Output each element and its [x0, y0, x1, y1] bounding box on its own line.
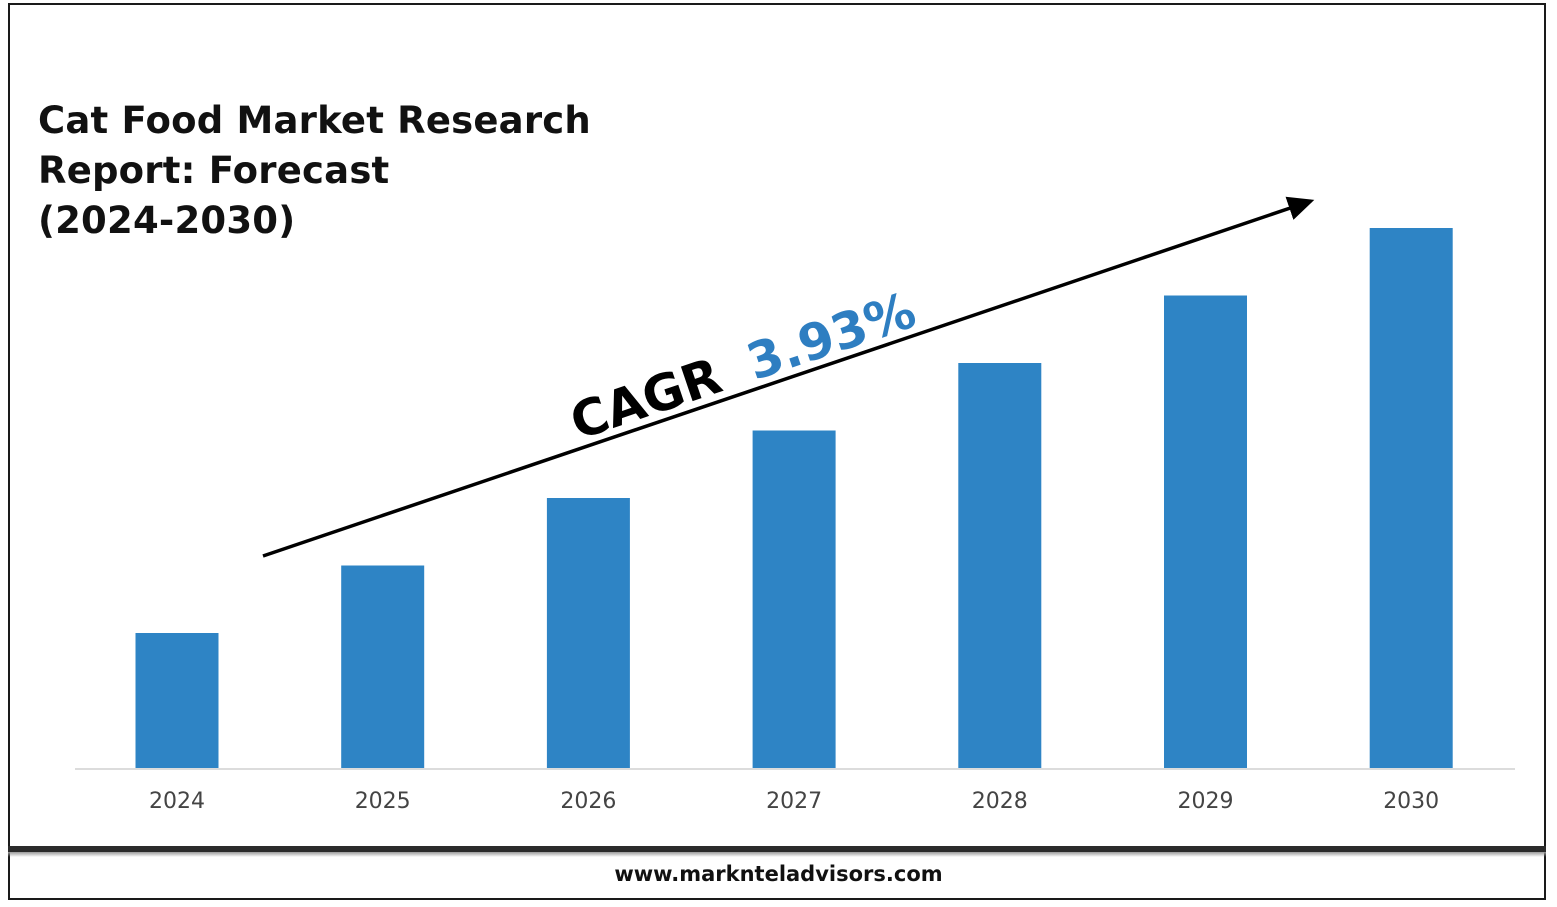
- footer-divider: [8, 846, 1546, 852]
- bar-2029: [1164, 295, 1247, 768]
- bar-2026: [546, 498, 630, 768]
- bar-2030: [1369, 228, 1453, 768]
- x-tick-label-2027: 2027: [766, 789, 822, 814]
- bar-2025: [341, 565, 425, 768]
- title-line-1: Cat Food Market Research: [38, 99, 591, 142]
- footer-website-link[interactable]: www.marknteladvisors.com: [614, 862, 943, 886]
- cagr-annotation: CAGR 3.93%: [563, 281, 922, 451]
- x-tick-label-2024: 2024: [149, 789, 205, 814]
- title-line-3: (2024-2030): [38, 199, 296, 242]
- cagr-trend-arrow: [262, 196, 1315, 558]
- x-tick-label-2026: 2026: [560, 789, 616, 814]
- footer-divider-shadow: [8, 852, 1546, 857]
- x-tick-label-2028: 2028: [972, 789, 1028, 814]
- x-tick-label-2029: 2029: [1178, 789, 1234, 814]
- x-tick-label-2030: 2030: [1383, 789, 1439, 814]
- x-tick-labels: 2024 2025 2026 2027 2028 2029 2030: [149, 789, 1439, 814]
- bar-2024: [135, 633, 219, 768]
- bars-group: [135, 228, 1453, 768]
- cagr-label: CAGR: [563, 347, 728, 452]
- cagr-value: 3.93%: [740, 281, 923, 392]
- bar-2028: [958, 363, 1042, 768]
- chart-title: Cat Food Market Research Report: Forecas…: [38, 96, 598, 246]
- bar-2027: [752, 430, 836, 768]
- x-tick-label-2025: 2025: [355, 789, 411, 814]
- title-line-2: Report: Forecast: [38, 149, 390, 192]
